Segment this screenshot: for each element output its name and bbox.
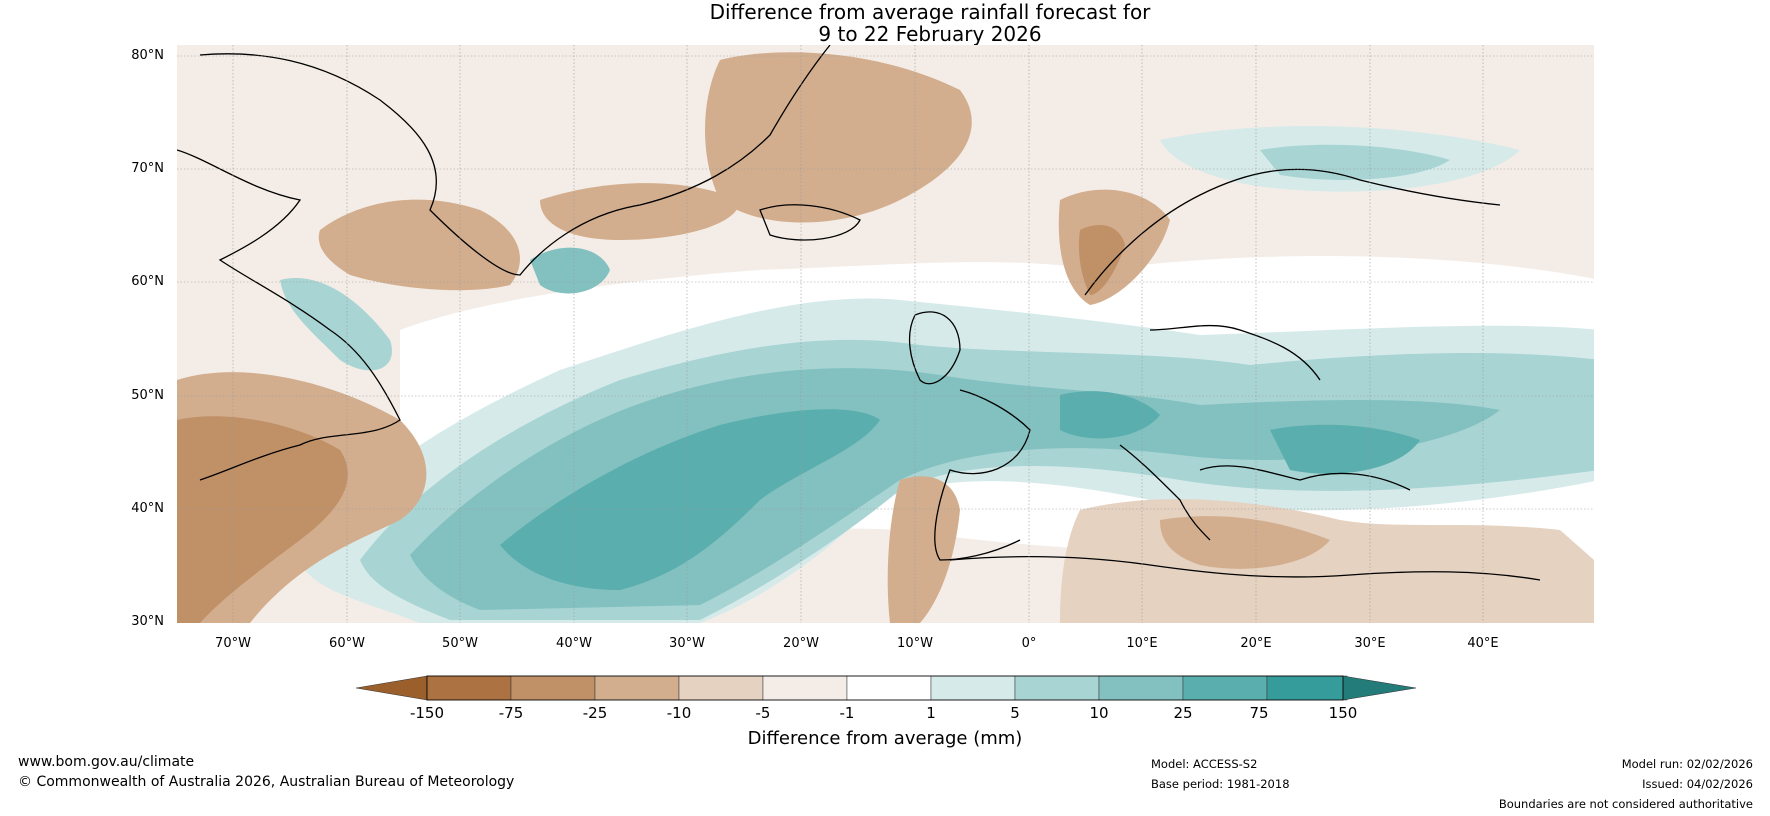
colorbar-tick: -10 bbox=[666, 704, 692, 722]
colorbar-tick: -75 bbox=[498, 704, 524, 722]
colorbar-extend-high bbox=[1342, 675, 1417, 701]
colorbar-swatch bbox=[594, 675, 680, 701]
anomaly-zone-wet-4 bbox=[500, 409, 880, 590]
footer-website: www.bom.gov.au/climate bbox=[18, 754, 195, 770]
colorbar-swatch bbox=[1266, 675, 1348, 701]
colorbar-swatch bbox=[1182, 675, 1268, 701]
colorbar-swatch bbox=[762, 675, 848, 701]
anomaly-zone-wet-10 bbox=[1260, 144, 1450, 180]
anomaly-zone-wet-5 bbox=[1060, 391, 1160, 439]
lat-label-50n: 50°N bbox=[131, 388, 164, 403]
lon-label-0: 0° bbox=[1021, 636, 1037, 651]
footer-issued: Issued: 04/02/2026 bbox=[1642, 777, 1753, 791]
colorbar-swatch bbox=[930, 675, 1016, 701]
anomaly-zone-dry-7 bbox=[1078, 225, 1125, 295]
colorbar-tick: -25 bbox=[582, 704, 608, 722]
anomaly-zone-dry-3 bbox=[318, 199, 520, 291]
footer-base-period: Base period: 1981-2018 bbox=[1151, 777, 1290, 791]
lat-label-30n: 30°N bbox=[131, 614, 164, 629]
lat-label-40n: 40°N bbox=[131, 501, 164, 516]
anomaly-zone-dry-9 bbox=[1160, 516, 1330, 569]
lon-label-10w: 10°W bbox=[897, 636, 933, 651]
lon-label-40w: 40°W bbox=[556, 636, 592, 651]
anomaly-zone-dry-4 bbox=[705, 52, 972, 223]
anomaly-zone-dry-2 bbox=[177, 416, 348, 623]
lon-label-70w: 70°W bbox=[215, 636, 251, 651]
colorbar-tick: 5 bbox=[1010, 704, 1020, 722]
footer-disclaimer: Boundaries are not considered authoritat… bbox=[1498, 797, 1753, 811]
colorbar-extend-low bbox=[355, 675, 428, 701]
lon-label-20e: 20°E bbox=[1240, 636, 1272, 651]
coastlines bbox=[177, 45, 1541, 581]
colorbar-tick: 10 bbox=[1089, 704, 1109, 722]
lat-label-60n: 60°N bbox=[131, 274, 164, 289]
colorbar-label: Difference from average (mm) bbox=[747, 728, 1023, 749]
lat-label-80n: 80°N bbox=[131, 48, 164, 63]
lon-label-60w: 60°W bbox=[329, 636, 365, 651]
colorbar-swatch bbox=[1014, 675, 1100, 701]
colorbar-tick: 150 bbox=[1328, 704, 1358, 722]
footer-copyright: © Commonwealth of Australia 2026, Austra… bbox=[18, 774, 515, 790]
lon-label-50w: 50°W bbox=[442, 636, 478, 651]
colorbar-tick: 1 bbox=[926, 704, 936, 722]
colorbar-swatch bbox=[1098, 675, 1184, 701]
lon-label-40e: 40°E bbox=[1467, 636, 1499, 651]
graticule bbox=[177, 45, 1594, 623]
lon-label-30e: 30°E bbox=[1354, 636, 1386, 651]
colorbar-tick: 25 bbox=[1173, 704, 1193, 722]
lon-label-20w: 20°W bbox=[783, 636, 819, 651]
anomaly-zone-wet-6 bbox=[1270, 424, 1420, 474]
footer-model-run: Model run: 02/02/2026 bbox=[1621, 757, 1753, 771]
colorbar-swatch bbox=[510, 675, 596, 701]
colorbar-tick: -5 bbox=[755, 704, 771, 722]
colorbar-swatch bbox=[846, 675, 932, 701]
colorbar-swatch bbox=[678, 675, 764, 701]
map-title-line2: 9 to 22 February 2026 bbox=[818, 22, 1042, 46]
colorbar-tick: -1 bbox=[839, 704, 855, 722]
map-title-line1: Difference from average rainfall forecas… bbox=[709, 0, 1151, 24]
colorbar-swatch bbox=[426, 675, 512, 701]
lat-label-70n: 70°N bbox=[131, 161, 164, 176]
anomaly-zone-dry-5 bbox=[540, 183, 740, 240]
footer-model: Model: ACCESS-S2 bbox=[1151, 757, 1258, 771]
lon-label-10e: 10°E bbox=[1126, 636, 1158, 651]
anomaly-zone-wet-8 bbox=[280, 278, 392, 371]
lon-label-30w: 30°W bbox=[669, 636, 705, 651]
anomaly-zone-dry-10 bbox=[887, 476, 960, 623]
colorbar-tick: -150 bbox=[409, 704, 445, 722]
colorbar-tick: 75 bbox=[1249, 704, 1269, 722]
colorbar-outline bbox=[426, 675, 1344, 701]
